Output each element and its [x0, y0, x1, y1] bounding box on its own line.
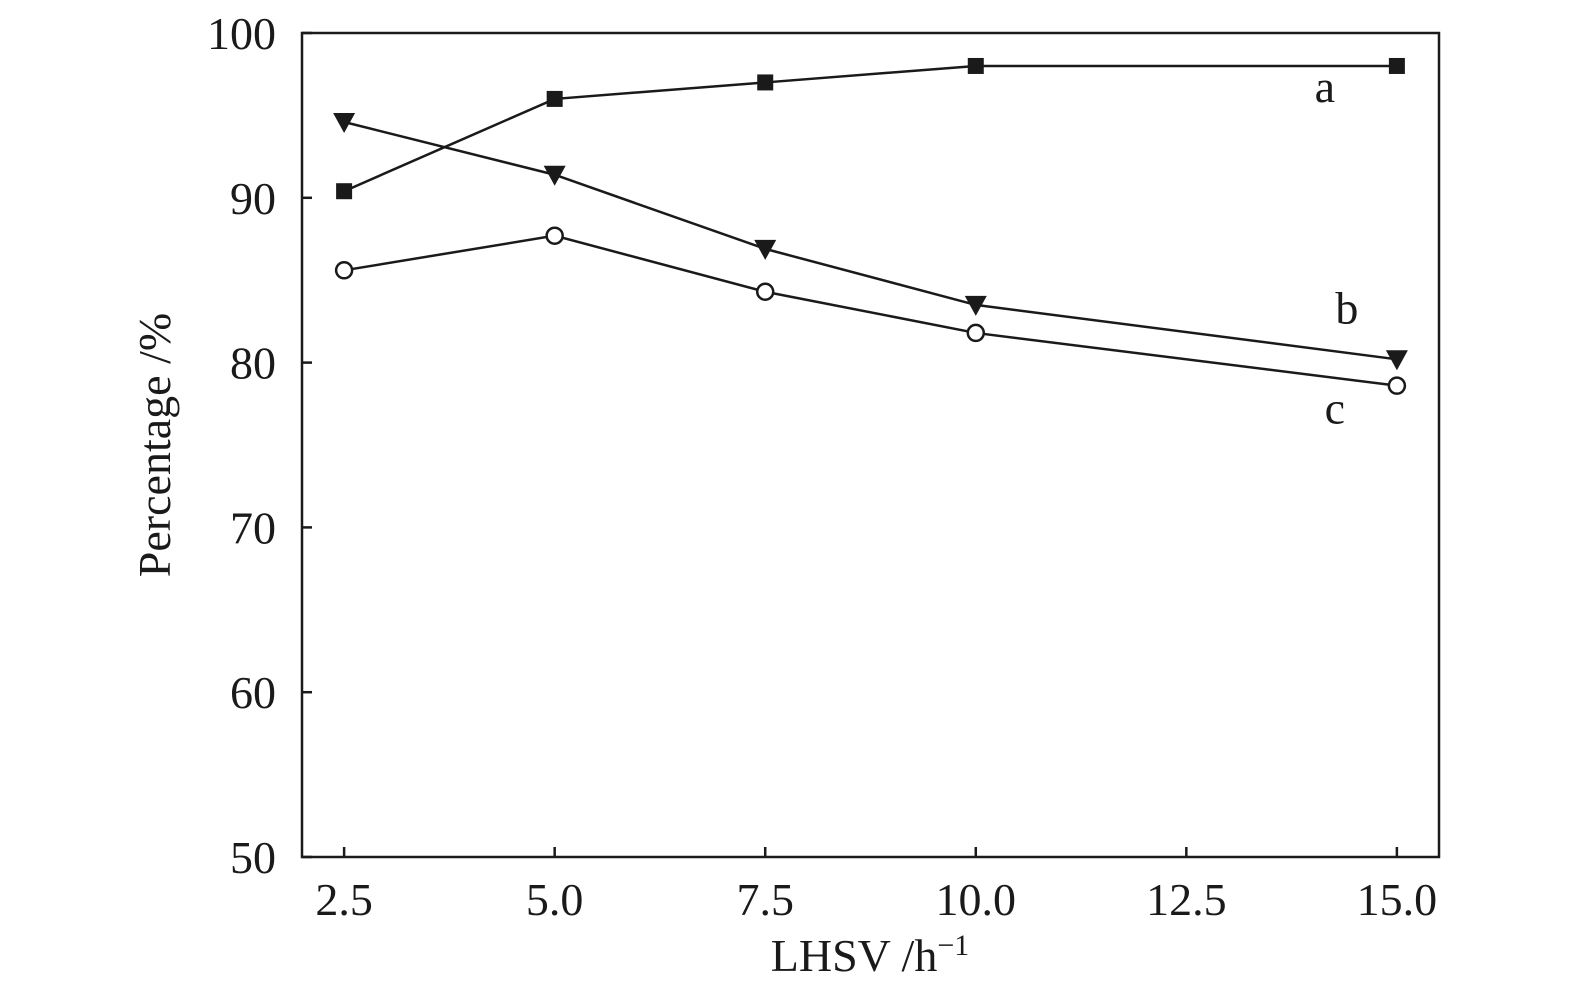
x-tick-label: 7.5	[736, 874, 794, 925]
y-tick-label: 100	[207, 8, 276, 59]
data-point-triangle	[333, 112, 356, 133]
y-tick-label: 70	[230, 502, 276, 553]
x-tick-label: 2.5	[315, 874, 373, 925]
x-axis-title: LHSV /h−1	[771, 929, 970, 981]
data-point-circle	[334, 261, 354, 280]
data-point-circle	[966, 323, 986, 343]
y-tick-label: 80	[230, 338, 276, 389]
series-label-a: a	[1315, 61, 1335, 112]
data-point-triangle	[964, 295, 987, 316]
series-c-line	[343, 234, 1398, 387]
data-point-triangle	[754, 239, 777, 260]
y-tick-label: 90	[230, 173, 276, 224]
x-tick-label: 15.0	[1357, 874, 1438, 925]
axis-tick-labels: 2.5 5.0 7.5 10.0 12.5 15.0 50 60 70 80 90 100	[207, 8, 1437, 925]
data-point-triangle	[1385, 350, 1408, 371]
data-point-triangle	[543, 165, 566, 186]
plot-frame	[300, 31, 1441, 859]
series-layer	[333, 57, 1408, 395]
data-point-square	[336, 183, 353, 200]
series-label-b: b	[1335, 282, 1358, 333]
data-point-square	[1388, 57, 1405, 74]
data-point-circle	[545, 226, 564, 245]
data-point-circle	[1387, 376, 1407, 395]
series-labels: a bc	[1315, 61, 1359, 434]
x-tick-label: 10.0	[936, 874, 1017, 925]
x-tick-label: 5.0	[526, 874, 584, 925]
series-c	[334, 226, 1407, 395]
series-a	[336, 57, 1405, 200]
y-tick-label: 60	[230, 667, 276, 718]
y-axis-title: Percentage /%	[129, 313, 180, 577]
x-tick-label: 12.5	[1146, 874, 1227, 925]
data-point-square	[757, 74, 774, 91]
axis-ticks	[302, 31, 1399, 859]
series-b-line	[343, 120, 1398, 361]
series-a-line	[343, 64, 1397, 193]
y-tick-label: 50	[230, 832, 276, 883]
data-point-circle	[755, 282, 775, 301]
data-point-square	[967, 57, 984, 74]
data-point-square	[546, 90, 563, 107]
series-b	[333, 112, 1408, 371]
series-label-c: c	[1325, 383, 1345, 434]
